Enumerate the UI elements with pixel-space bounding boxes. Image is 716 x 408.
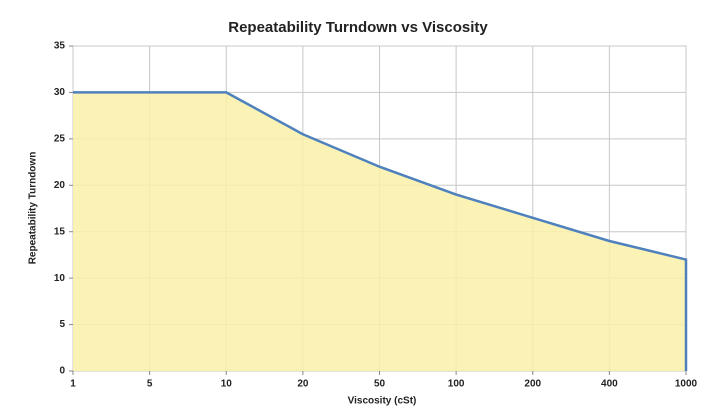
chart-title: Repeatability Turndown vs Viscosity: [228, 19, 488, 36]
y-tick-label: 5: [59, 319, 65, 330]
x-tick-label: 1000: [675, 379, 698, 390]
y-tick-label: 25: [54, 133, 66, 144]
y-tick-label: 35: [54, 41, 66, 52]
x-tick-label: 1: [70, 379, 76, 390]
y-tick-label: 0: [59, 366, 65, 377]
x-tick-label: 5: [147, 379, 153, 390]
y-axis-title: Repeatability Turndown: [28, 152, 39, 265]
y-tick-label: 10: [54, 273, 66, 284]
x-tick-label: 200: [524, 379, 541, 390]
x-tick-label: 20: [297, 379, 309, 390]
x-tick-label: 10: [221, 379, 233, 390]
x-axis-title: Viscosity (cSt): [348, 396, 417, 407]
y-tick-label: 15: [54, 226, 66, 237]
x-tick-label: 100: [448, 379, 465, 390]
y-tick-label: 20: [54, 180, 66, 191]
area: [73, 92, 686, 371]
x-tick-label: 400: [601, 379, 618, 390]
area-line: [73, 91, 688, 371]
y-tick-label: 30: [54, 87, 66, 98]
x-tick-label: 50: [374, 379, 386, 390]
